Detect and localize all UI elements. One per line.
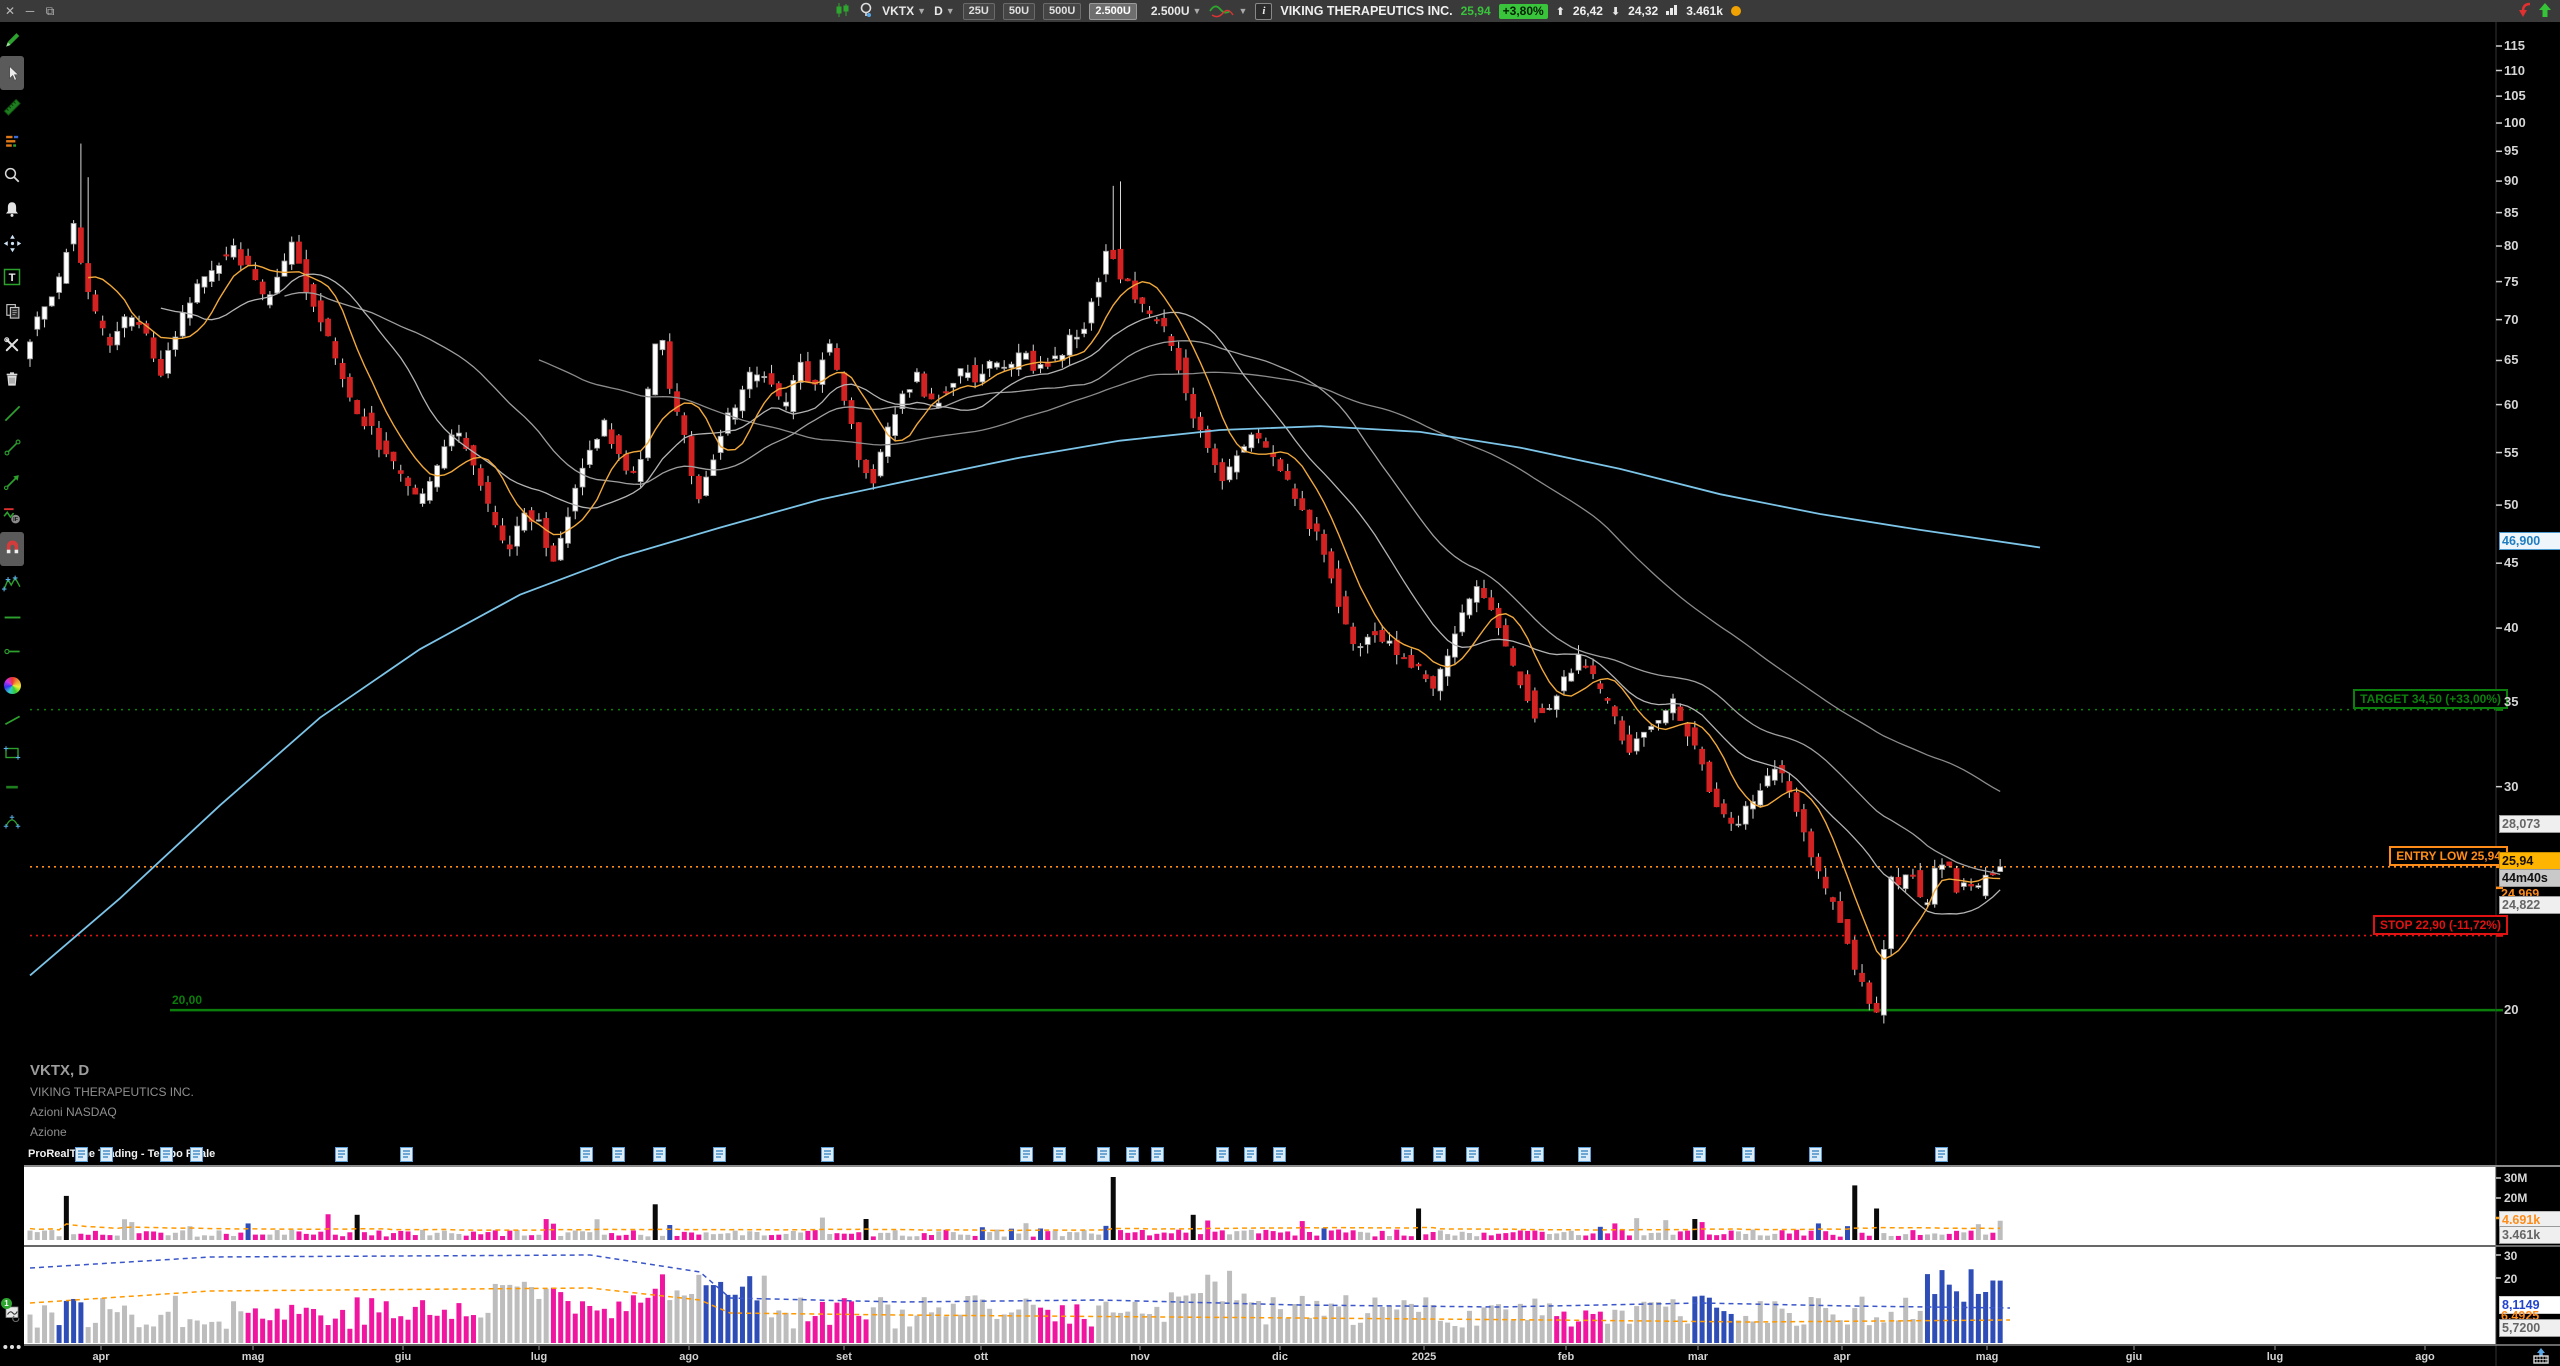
- size-button-2500u[interactable]: 2.500U: [1089, 2, 1137, 20]
- tool-arrow-line[interactable]: [0, 464, 24, 498]
- second-panel: [27, 1254, 2011, 1343]
- tool-color-wheel[interactable]: [0, 668, 24, 702]
- color-wheel-icon: [3, 676, 21, 694]
- tool-select-cursor[interactable]: [0, 56, 24, 90]
- tool-measure-ruler[interactable]: [0, 90, 24, 124]
- level-lines: [30, 708, 2496, 1012]
- symbol-dropdown[interactable]: VKTX ▼: [882, 4, 926, 18]
- green-up-arrow-icon[interactable]: [2538, 2, 2552, 21]
- size-dropdown-value: 2.500U: [1150, 4, 1190, 18]
- tool-thick-line[interactable]: [0, 770, 24, 804]
- tool-trend-line[interactable]: [0, 396, 24, 430]
- chart-style-dropdown[interactable]: ▼: [1209, 3, 1247, 19]
- size-button-50u[interactable]: 50U: [1002, 2, 1036, 20]
- candlestick-view-icon[interactable]: [835, 2, 851, 20]
- top-toolbar: ✕ ─ ⧉ VKTX ▼ D ▼ 25U 50U 500U 2.500U: [0, 0, 2560, 22]
- tool-duplicate-pages[interactable]: [0, 294, 24, 328]
- timeframe-dropdown[interactable]: D ▼: [934, 4, 955, 18]
- tool-indicators-list[interactable]: [0, 124, 24, 158]
- tool-move-tool[interactable]: [0, 226, 24, 260]
- tool-arc-tool[interactable]: [0, 804, 24, 838]
- tool-draw-pencil[interactable]: [0, 22, 24, 56]
- day-high: 26,42: [1572, 4, 1603, 18]
- tool-rectangle-tool[interactable]: [0, 736, 24, 770]
- tool-more-tools[interactable]: [0, 1330, 24, 1364]
- chevron-down-icon: ▼: [945, 6, 955, 16]
- restore-window-icon[interactable]: ⧉: [45, 3, 55, 18]
- svg-text:T: T: [9, 272, 16, 284]
- tool-settings-tools[interactable]: [0, 328, 24, 362]
- last-price: 25,94: [1460, 4, 1491, 18]
- size-button-500u[interactable]: 500U: [1043, 2, 1082, 20]
- minimize-window-icon[interactable]: ─: [25, 4, 35, 18]
- chevron-down-icon: ▼: [1192, 6, 1202, 16]
- tool-horizontal-line[interactable]: [0, 600, 24, 634]
- size-dropdown[interactable]: 2.500U ▼: [1151, 4, 1202, 18]
- instrument-info-button[interactable]: i: [1255, 2, 1273, 20]
- symbol-label: VKTX: [882, 4, 915, 18]
- size-button-25u[interactable]: 25U: [962, 2, 995, 20]
- tool-horizontal-segment[interactable]: [0, 634, 24, 668]
- svg-text:IF: IF: [13, 517, 19, 523]
- tool-magnet-mode[interactable]: [0, 532, 24, 566]
- tool-oblique-line[interactable]: [0, 702, 24, 736]
- platform-logo-icon[interactable]: [859, 2, 874, 20]
- tool-segment-line[interactable]: [0, 430, 24, 464]
- instrument-name: VIKING THERAPEUTICS INC.: [1280, 4, 1453, 18]
- tool-delete-trash[interactable]: [0, 362, 24, 396]
- drawing-tools-sidebar: T IF 1: [0, 22, 24, 1366]
- tool-pattern-marks[interactable]: [0, 566, 24, 600]
- tool-zoom-tool[interactable]: [0, 158, 24, 192]
- volume-panel: [27, 1177, 2003, 1240]
- close-window-icon[interactable]: ✕: [4, 4, 16, 18]
- red-down-arrow-icon[interactable]: [2516, 2, 2534, 21]
- timeframe-label: D: [934, 4, 943, 18]
- notification-badge: 1: [1, 1298, 12, 1309]
- volume-bars-icon: [1666, 4, 1678, 18]
- axis-strip: [24, 22, 2560, 1366]
- candles-layer: [27, 143, 2004, 1024]
- chevron-down-icon: ▼: [917, 6, 927, 16]
- tool-orders-panel[interactable]: 1: [0, 1296, 24, 1330]
- day-low: 24,32: [1628, 4, 1659, 18]
- moving-averages-layer: [29, 264, 2041, 977]
- tool-alerts-bell[interactable]: [0, 192, 24, 226]
- tool-forecast-if[interactable]: IF: [0, 498, 24, 532]
- change-percent-badge: +3,80%: [1498, 3, 1548, 19]
- high-arrow-icon: ⬆: [1555, 5, 1565, 18]
- low-arrow-icon: ⬇: [1610, 5, 1621, 18]
- tool-text-tool[interactable]: T: [0, 260, 24, 294]
- market-status-icon: [1730, 6, 1741, 16]
- session-volume: 3.461k: [1686, 4, 1723, 18]
- chevron-down-icon: ▼: [1238, 6, 1248, 16]
